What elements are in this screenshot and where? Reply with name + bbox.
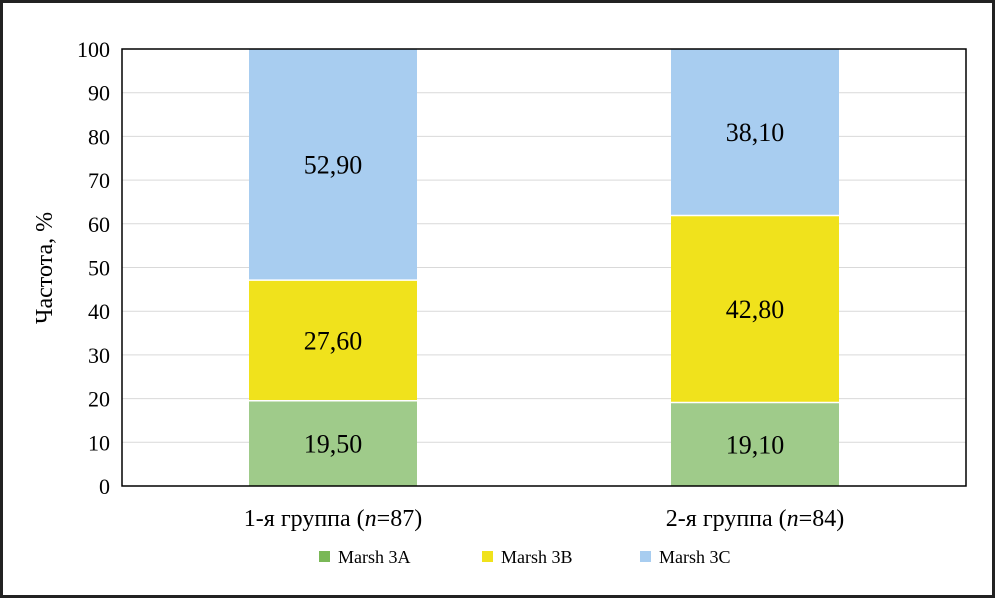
y-tick-label: 20 (88, 387, 110, 412)
y-tick-labels: 0 10 20 30 40 50 60 70 80 90 100 (77, 37, 110, 499)
y-tick-label: 10 (88, 430, 110, 455)
y-tick-label: 50 (88, 256, 110, 281)
y-tick-label: 90 (88, 81, 110, 106)
category-label-n: n (787, 506, 799, 532)
category-label-1: 1-я группа (n=87) (244, 506, 422, 532)
legend-swatch-marsh-3c (640, 551, 651, 562)
bar-segment-marsh-3b-1 (249, 280, 417, 401)
y-tick-label: 80 (88, 124, 110, 149)
y-tick-label: 40 (88, 299, 110, 324)
bars: 19,50 27,60 52,90 19,10 42,80 38,10 (249, 49, 839, 486)
legend-label: Marsh 3B (501, 547, 573, 567)
bar-segment-marsh-3a-2 (671, 402, 839, 486)
y-tick-label: 70 (88, 168, 110, 193)
legend: Marsh 3A Marsh 3B Marsh 3C (319, 547, 731, 567)
legend-label: Marsh 3A (338, 547, 411, 567)
data-label: 19,10 (726, 430, 785, 459)
bar-segment-marsh-3a-1 (249, 400, 417, 486)
category-label-n: n (365, 506, 377, 532)
y-tick-label: 0 (99, 474, 110, 499)
category-label-2: 2-я группа (n=84) (666, 506, 844, 532)
y-tick-label: 60 (88, 212, 110, 237)
data-label: 27,60 (304, 326, 363, 355)
y-tick-label: 100 (77, 37, 110, 62)
axes (121, 48, 967, 487)
data-label: 19,50 (304, 429, 363, 458)
bar-segment-marsh-3c-2 (671, 49, 839, 216)
category-label-suffix: =87) (377, 506, 423, 532)
category-label-prefix: 2-я группа ( (666, 506, 787, 532)
bar-segment-marsh-3b-2 (671, 215, 839, 403)
category-labels: 1-я группа (n=87) 2-я группа (n=84) (244, 506, 844, 532)
y-axis-label: Частота, % (32, 212, 58, 324)
plot-area-border (121, 48, 967, 487)
y-tick-label: 30 (88, 343, 110, 368)
category-label-suffix: =84) (799, 506, 845, 532)
legend-label: Marsh 3C (659, 547, 731, 567)
data-label: 42,80 (726, 295, 785, 324)
bar-segment-marsh-3c-1 (249, 49, 417, 281)
legend-swatch-marsh-3b (482, 551, 493, 562)
data-label: 52,90 (304, 151, 363, 180)
category-label-prefix: 1-я группа ( (244, 506, 365, 532)
data-label: 38,10 (726, 118, 785, 147)
gridlines (122, 92, 966, 443)
legend-swatch-marsh-3a (319, 551, 330, 562)
